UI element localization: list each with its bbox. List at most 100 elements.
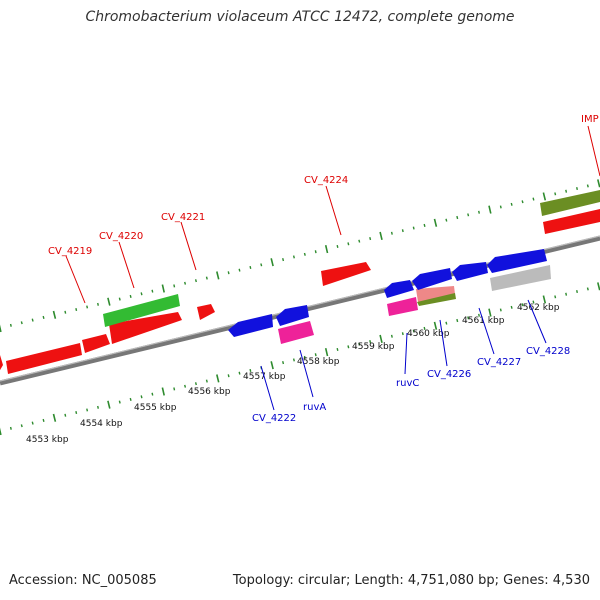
- ruler-tick: [205, 379, 208, 383]
- gene-label[interactable]: CV_4221: [161, 212, 205, 223]
- ruler-tick: [140, 292, 143, 296]
- gene-label[interactable]: CV_4224: [304, 175, 348, 186]
- gene-arrow[interactable]: [6, 343, 82, 374]
- ruler-tick: [369, 340, 372, 344]
- ruler-tick: [227, 374, 230, 378]
- kbp-label: 4553 kbp: [26, 435, 69, 445]
- gene-arrow[interactable]: [417, 293, 456, 306]
- ruler-tick: [184, 281, 187, 285]
- ruler-tick: [249, 368, 252, 372]
- reverse-gene-labels: CV_4222 ruvA ruvC CV_4226 CV_4227 CV_422…: [252, 299, 570, 424]
- gene-arrow[interactable]: [228, 314, 273, 337]
- ruler-tick: [118, 297, 121, 301]
- gene-label[interactable]: CV_4228: [526, 346, 570, 357]
- gene-arrow[interactable]: [197, 304, 215, 320]
- ruler-tick: [205, 276, 208, 280]
- gene-label[interactable]: IMP: [581, 114, 599, 125]
- ruler-tick: [118, 400, 121, 404]
- gene-label[interactable]: CV_4220: [99, 231, 143, 242]
- reverse-genes: [228, 249, 551, 344]
- gene-arrow[interactable]: [109, 312, 182, 344]
- ruler-tick: [390, 231, 393, 235]
- gene-arrow[interactable]: [321, 262, 371, 286]
- ruler-tick: [358, 239, 361, 243]
- ruler-tick: [336, 244, 339, 248]
- ruler-tick: [586, 287, 589, 291]
- ruler-tick: [401, 332, 404, 336]
- ruler-tick: [292, 255, 295, 259]
- gene-label[interactable]: CV_4226: [427, 369, 471, 380]
- ruler-tick: [303, 355, 306, 359]
- gene-label[interactable]: CV_4219: [48, 246, 92, 257]
- ruler-tick: [347, 242, 350, 246]
- ruler-tick: [194, 279, 197, 283]
- ruler-tick: [565, 189, 568, 193]
- genome-title: Chromobacterium violaceum ATCC 12472, co…: [85, 9, 515, 25]
- ruler-tick: [173, 387, 176, 391]
- ruler-tick: [401, 229, 404, 233]
- ruler-tick: [20, 321, 23, 325]
- gene-arrow[interactable]: [387, 297, 418, 316]
- gene-arrow[interactable]: [412, 268, 452, 290]
- ruler-tick: [478, 313, 480, 317]
- ruler-tick: [31, 318, 34, 322]
- gene-arrow[interactable]: [82, 334, 110, 353]
- ruler-tick: [369, 237, 372, 241]
- ruler-tick: [314, 353, 317, 357]
- ruler-tick: [260, 263, 263, 267]
- ruler-tick: [216, 374, 220, 383]
- gene-label[interactable]: ruvC: [396, 378, 419, 389]
- ruler-tick: [379, 231, 383, 240]
- kbp-label: 4562 kbp: [517, 303, 560, 313]
- ruler-tick: [347, 345, 350, 349]
- ruler-tick: [9, 323, 12, 327]
- ruler-tick: [336, 347, 339, 351]
- gene-label[interactable]: CV_4227: [477, 357, 521, 368]
- gene-arrow[interactable]: [384, 280, 414, 298]
- ruler-tick: [86, 408, 89, 412]
- gene-arrow[interactable]: [543, 209, 600, 234]
- ruler-tick: [249, 265, 252, 269]
- kbp-label: 4559 kbp: [352, 342, 395, 352]
- ruler-tick: [52, 413, 57, 422]
- kbp-label: 4556 kbp: [188, 387, 231, 397]
- gene-arrow[interactable]: [276, 305, 309, 326]
- ruler-tick: [151, 289, 154, 293]
- ruler-tick: [161, 387, 165, 396]
- gene-arrow[interactable]: [416, 286, 455, 302]
- gene-arrow[interactable]: [490, 265, 551, 291]
- ruler-tick: [324, 245, 329, 254]
- gene-arrow[interactable]: [0, 355, 3, 377]
- ruler-tick: [282, 361, 285, 365]
- ruler-tick: [554, 192, 557, 196]
- gene-label[interactable]: ruvA: [303, 402, 326, 413]
- ruler-tick: [554, 295, 557, 299]
- forward-gene-labels: CV_4219 CV_4220 CV_4221 CV_4224 IMP: [48, 114, 600, 304]
- ruler-tick: [129, 397, 132, 401]
- ruler-tick: [597, 179, 600, 188]
- ruler-tick: [521, 303, 524, 307]
- gene-arrow[interactable]: [487, 249, 547, 273]
- ruler-tick: [173, 284, 176, 288]
- gene-label[interactable]: CV_4222: [252, 413, 296, 424]
- ruler-tick: [358, 342, 361, 346]
- ruler-tick: [97, 302, 99, 306]
- ruler-tick: [31, 421, 34, 425]
- ruler-tick: [423, 326, 426, 330]
- kbp-label: 4560 kbp: [407, 329, 450, 339]
- gene-arrow[interactable]: [103, 294, 180, 327]
- ruler-tick: [542, 295, 547, 304]
- ruler-tick: [107, 400, 111, 409]
- ruler-tick: [379, 334, 383, 343]
- ruler-tick: [456, 215, 459, 220]
- forward-tick-ruler: [0, 179, 600, 333]
- ruler-tick: [565, 292, 568, 296]
- ruler-tick: [303, 252, 306, 256]
- gene-arrow[interactable]: [452, 262, 488, 281]
- ruler-tick: [282, 258, 285, 262]
- ruler-tick: [456, 318, 459, 323]
- gene-arrow[interactable]: [540, 190, 600, 216]
- gene-arrow[interactable]: [278, 321, 314, 344]
- ruler-tick: [42, 418, 45, 422]
